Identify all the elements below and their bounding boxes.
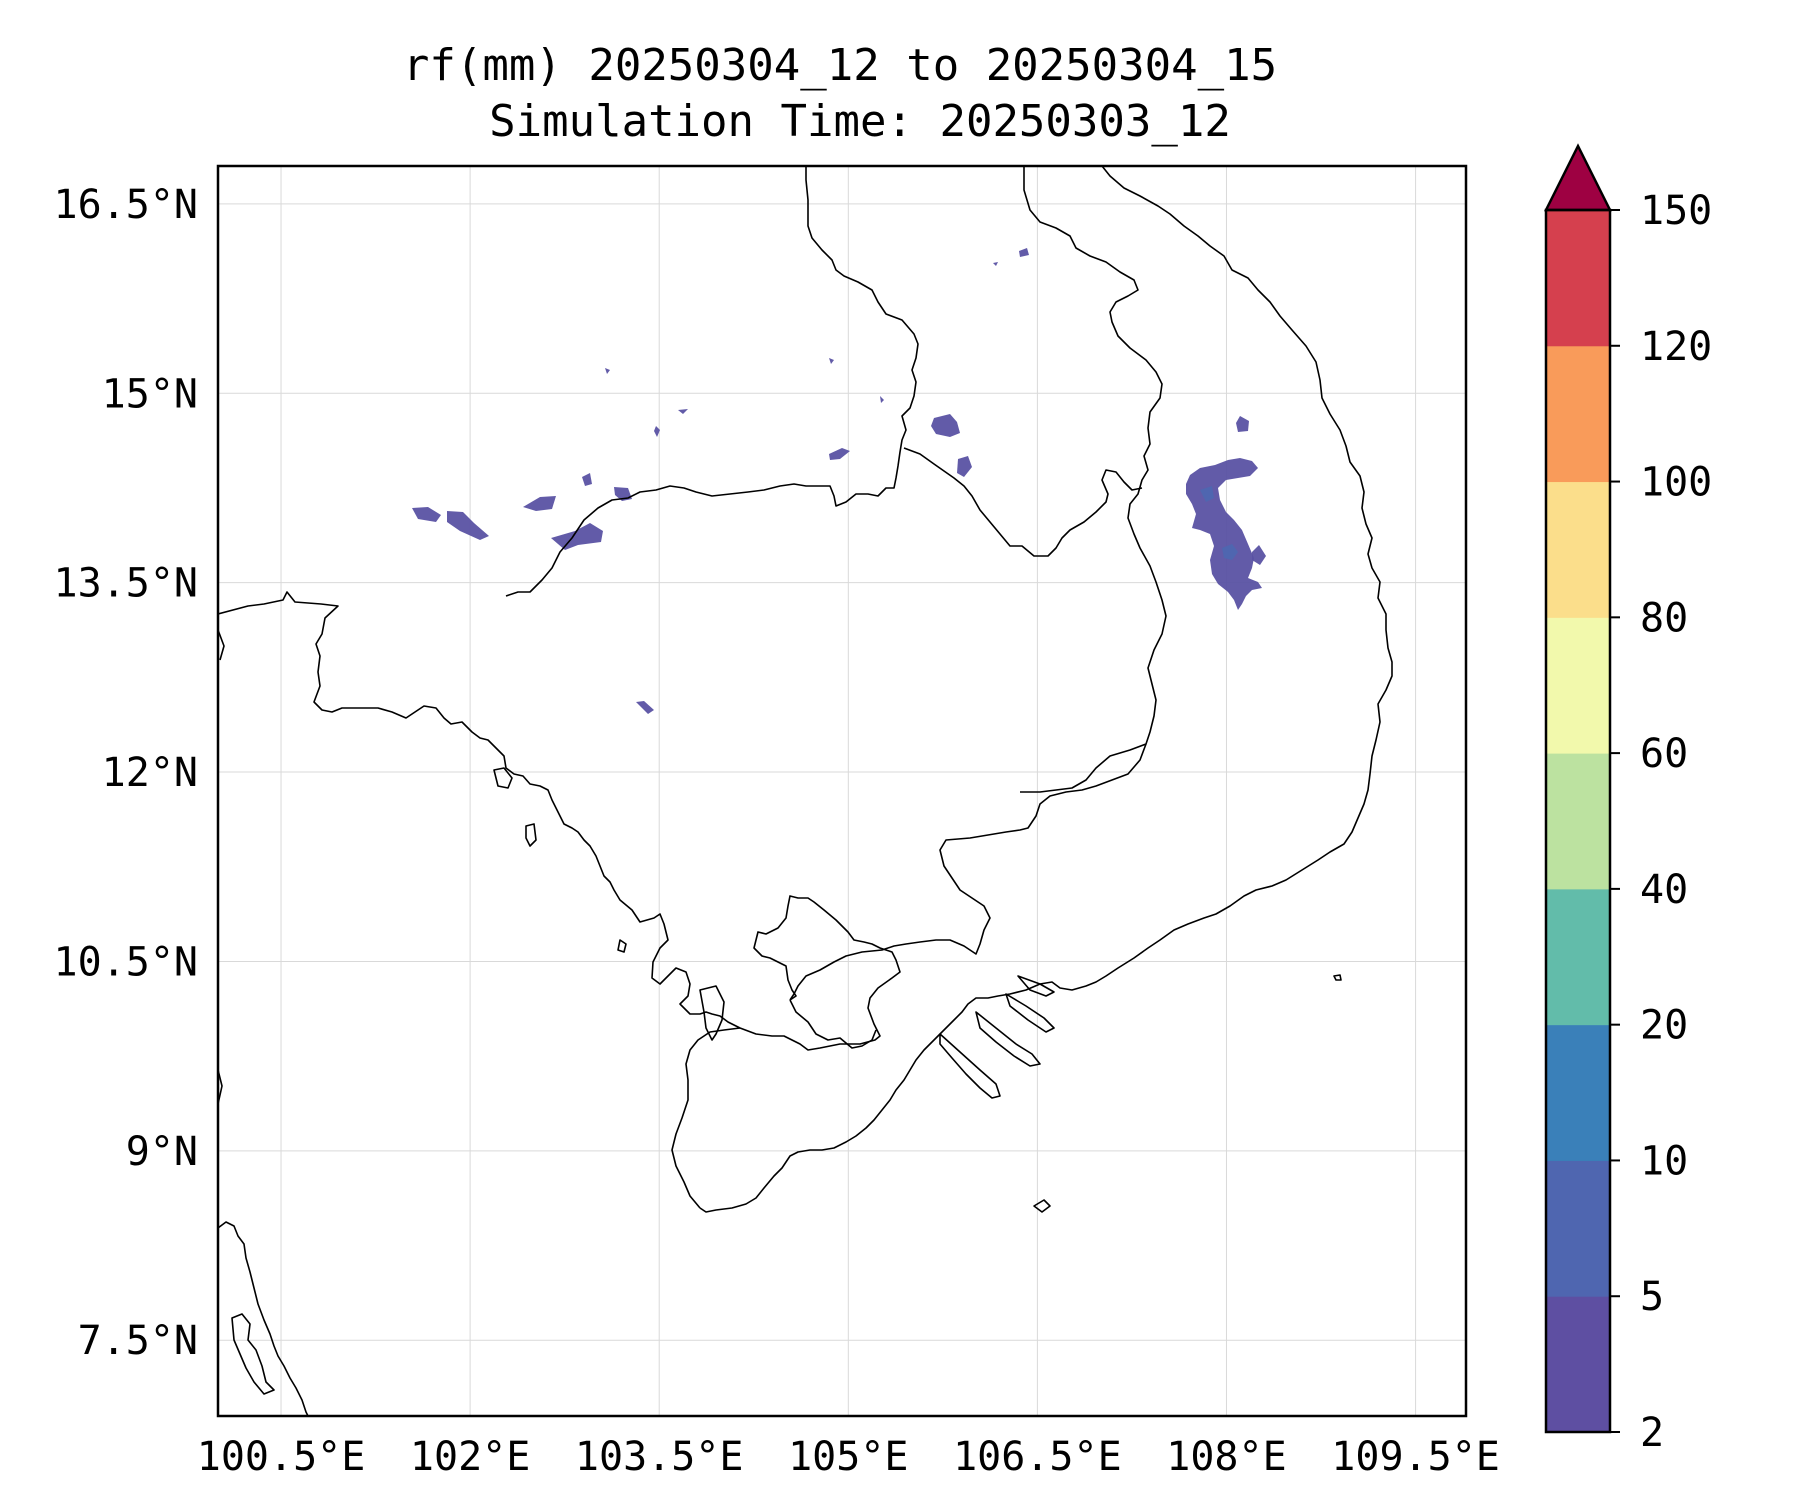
x-tick-label: 108°E — [1166, 1434, 1286, 1480]
x-tick-label: 100.5°E — [197, 1434, 366, 1480]
colorbar-tick-label: 100 — [1640, 460, 1712, 506]
colorbar-segment — [1546, 753, 1610, 890]
x-tick-label: 105°E — [788, 1434, 908, 1480]
rain-patch — [678, 409, 688, 414]
map-content — [218, 166, 1393, 1416]
colorbar-tick-label: 10 — [1640, 1138, 1688, 1184]
gridlines — [218, 166, 1466, 1416]
colorbar-tick-label: 60 — [1640, 731, 1688, 777]
delta-branch — [1005, 993, 1055, 1033]
x-tick-label: 102°E — [410, 1434, 530, 1480]
colorbar-tick-label: 5 — [1640, 1274, 1664, 1320]
map-background — [218, 166, 1466, 1416]
delta-branch — [975, 1011, 1041, 1067]
colorbar-extend-arrow — [1543, 143, 1613, 212]
rain-patch — [880, 396, 884, 403]
y-tick-label: 16.5°N — [54, 182, 199, 228]
x-tick-label: 103.5°E — [575, 1434, 744, 1480]
island — [525, 823, 537, 847]
y-tick-label: 15°N — [102, 371, 198, 417]
y-tick-label: 12°N — [102, 750, 198, 796]
border-cambodia-laos — [903, 447, 1143, 557]
rain-patch — [829, 358, 834, 364]
colorbar-segment — [1546, 1296, 1610, 1433]
coastline-mekong-delta — [789, 999, 877, 1049]
colorbar-segment — [1546, 1160, 1610, 1297]
colorbar-tick-label: 120 — [1640, 324, 1712, 370]
colorbar-segment — [1546, 617, 1610, 754]
rain-patch — [957, 456, 972, 477]
coastline-west-edge — [218, 1069, 223, 1105]
colorbar-segment — [1546, 481, 1610, 618]
colorbar-segment — [1546, 888, 1610, 1026]
rain-patch — [654, 426, 660, 437]
coastline-west-edge — [218, 629, 225, 661]
colorbar-tick-label: 2 — [1640, 1410, 1664, 1456]
y-tick-label: 13.5°N — [54, 561, 199, 607]
y-tick-label: 9°N — [126, 1129, 198, 1175]
colorbar-tick-label: 20 — [1640, 1003, 1688, 1049]
rain-patch — [447, 511, 489, 540]
island — [617, 939, 627, 953]
rain-patch — [636, 701, 654, 714]
rain-patch-core — [1222, 544, 1238, 560]
title-line-2: Simulation Time: 20250303_12 — [489, 96, 1231, 147]
rain-patch — [829, 448, 850, 460]
island — [231, 1313, 275, 1395]
delta-branch — [939, 1033, 1001, 1099]
rain-patch — [1236, 416, 1249, 432]
x-tick-label: 106.5°E — [953, 1434, 1122, 1480]
island — [1333, 974, 1342, 981]
island-con-dao — [1033, 1199, 1051, 1213]
coastline-ca-mau — [671, 1027, 741, 1209]
y-axis-ticks: 16.5°N 15°N 13.5°N 12°N 10.5°N 9°N 7.5°N — [54, 182, 199, 1364]
colorbar-tick-label: 150 — [1640, 188, 1712, 234]
title-line-1: rf(mm) 20250304_12 to 20250304_15 — [403, 40, 1277, 91]
rain-patch — [931, 414, 960, 437]
rain-patch — [993, 262, 998, 266]
colorbar-segment — [1546, 210, 1610, 347]
coastline-vietnam-east — [699, 166, 1393, 1213]
map-frame — [216, 164, 1468, 1418]
rainfall-patches — [412, 248, 1266, 714]
delta-branch — [1017, 975, 1055, 997]
x-tick-label: 109.5°E — [1331, 1434, 1500, 1480]
y-tick-label: 10.5°N — [54, 939, 199, 985]
island-phu-quoc — [699, 985, 725, 1041]
island-kong — [493, 767, 513, 789]
colorbar-segment — [1546, 1024, 1610, 1161]
colorbar-segment — [1546, 345, 1610, 483]
coastline-malay-peninsula — [218, 1221, 309, 1416]
border-laos-vietnam — [1020, 166, 1167, 793]
colorbar-tick-label: 40 — [1640, 867, 1688, 913]
rain-patch-core — [1200, 486, 1214, 502]
rain-patch — [1019, 248, 1029, 257]
rain-patch — [523, 496, 556, 511]
map-panel — [216, 164, 1468, 1418]
border-cambodia-thailand — [505, 166, 919, 597]
colorbar-tick-label: 80 — [1640, 595, 1688, 641]
colorbar: 2 5 10 20 40 60 80 100 120 150 — [1543, 143, 1712, 1456]
colorbar-frame — [1544, 208, 1612, 1434]
rain-patch — [412, 507, 441, 522]
x-axis-ticks: 100.5°E 102°E 103.5°E 105°E 106.5°E 108°E 109.… — [197, 1434, 1500, 1480]
border-cambodia-vietnam — [789, 743, 1147, 1001]
y-tick-label: 7.5°N — [78, 1318, 198, 1364]
coastline-thailand-gulf — [218, 591, 901, 1051]
rain-patch — [551, 523, 603, 550]
rain-patch — [582, 473, 592, 486]
rain-patch — [1252, 545, 1266, 565]
rain-patch — [605, 368, 610, 374]
coastlines-borders — [218, 166, 1393, 1416]
